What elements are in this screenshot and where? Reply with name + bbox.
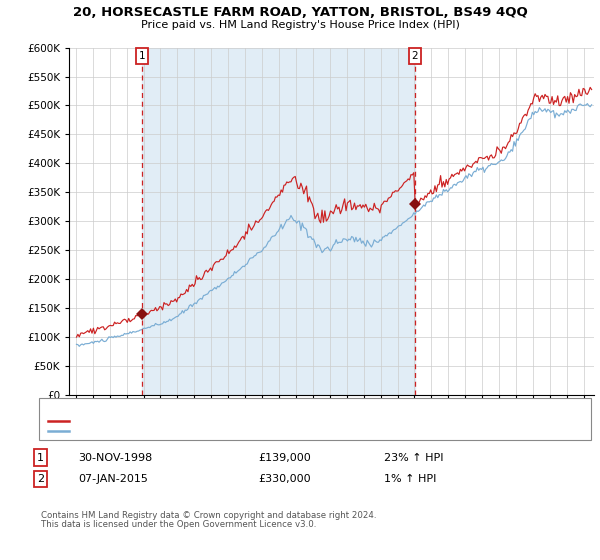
Bar	[142, 48, 415, 395]
Text: Contains HM Land Registry data © Crown copyright and database right 2024.: Contains HM Land Registry data © Crown c…	[41, 511, 376, 520]
Text: 2: 2	[412, 50, 418, 60]
Text: 2: 2	[37, 474, 44, 484]
Text: 1% ↑ HPI: 1% ↑ HPI	[384, 474, 436, 484]
Text: This data is licensed under the Open Government Licence v3.0.: This data is licensed under the Open Gov…	[41, 520, 316, 529]
Text: 20, HORSECASTLE FARM ROAD, YATTON, BRISTOL, BS49 4QQ (detached house): 20, HORSECASTLE FARM ROAD, YATTON, BRIST…	[72, 417, 448, 426]
Text: HPI: Average price, detached house, North Somerset: HPI: Average price, detached house, Nort…	[72, 427, 323, 436]
Text: Price paid vs. HM Land Registry's House Price Index (HPI): Price paid vs. HM Land Registry's House …	[140, 20, 460, 30]
Text: £139,000: £139,000	[258, 452, 311, 463]
Text: 30-NOV-1998: 30-NOV-1998	[78, 452, 152, 463]
Text: 07-JAN-2015: 07-JAN-2015	[78, 474, 148, 484]
Text: £330,000: £330,000	[258, 474, 311, 484]
Text: 20, HORSECASTLE FARM ROAD, YATTON, BRISTOL, BS49 4QQ: 20, HORSECASTLE FARM ROAD, YATTON, BRIST…	[73, 6, 527, 18]
Text: 23% ↑ HPI: 23% ↑ HPI	[384, 452, 443, 463]
Text: 1: 1	[37, 452, 44, 463]
Text: 1: 1	[139, 50, 145, 60]
